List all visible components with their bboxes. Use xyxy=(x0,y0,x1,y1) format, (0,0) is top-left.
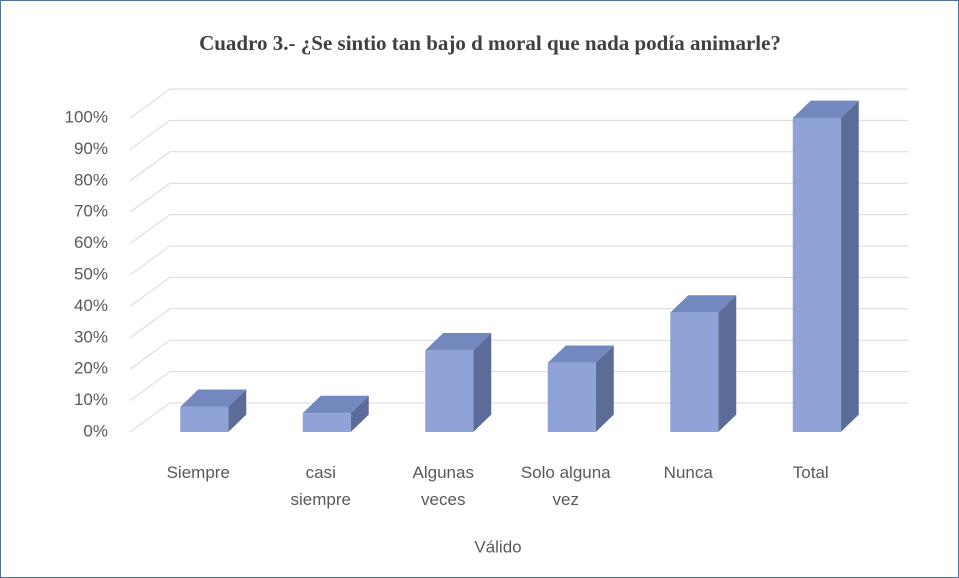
x-tick-label: Solo alguna vez xyxy=(520,463,611,509)
bar-front xyxy=(180,406,229,432)
bar-front xyxy=(792,118,841,432)
y-tick-label: 30% xyxy=(74,327,108,346)
y-tick-label: 70% xyxy=(74,202,108,221)
bar xyxy=(302,395,369,432)
bar-side xyxy=(473,332,492,432)
x-tick-label: Nunca xyxy=(663,463,713,482)
y-tick-label: 0% xyxy=(83,421,108,440)
bar-top xyxy=(547,345,614,363)
x-tick-label: Algunas veces xyxy=(412,463,474,509)
x-axis-title: Válido xyxy=(474,537,521,556)
bar-front xyxy=(302,413,351,432)
bar xyxy=(425,332,492,432)
bar-front xyxy=(425,350,474,432)
grid-line xyxy=(129,245,908,276)
bar-side xyxy=(228,389,247,432)
bar-front xyxy=(547,362,596,432)
y-tick-label: 80% xyxy=(74,170,108,189)
chart-title: Cuadro 3.- ¿Se sintio tan bajo d moral q… xyxy=(199,31,781,55)
y-tick-label: 20% xyxy=(74,359,108,378)
y-tick-label: 90% xyxy=(74,139,108,158)
grid-line xyxy=(129,339,908,370)
grid-line xyxy=(129,151,908,182)
bar-side xyxy=(840,100,859,432)
y-tick-label: 50% xyxy=(74,264,108,283)
bar-side xyxy=(595,345,614,432)
grid-line xyxy=(129,276,908,307)
bar-top xyxy=(302,395,369,414)
bar-front xyxy=(670,312,719,432)
grid-line xyxy=(129,182,908,213)
bar xyxy=(792,100,859,432)
bar xyxy=(670,295,737,432)
y-tick-label: 40% xyxy=(74,296,108,315)
x-tick-label: Siempre xyxy=(166,463,230,482)
grid-line xyxy=(129,308,908,339)
x-tick-label: casi siempre xyxy=(290,463,351,509)
grid-line xyxy=(129,371,908,402)
y-tick-label: 60% xyxy=(74,233,108,252)
x-tick-label: Total xyxy=(792,463,829,482)
grid-line xyxy=(129,214,908,245)
bar-top xyxy=(670,295,737,313)
bar-top xyxy=(180,389,247,407)
y-tick-label: 100% xyxy=(65,107,108,126)
y-tick-label: 10% xyxy=(74,390,108,409)
bar-side xyxy=(718,295,737,432)
bar-top xyxy=(792,100,859,118)
bar xyxy=(180,389,247,432)
grid-line xyxy=(129,119,908,150)
bar-top xyxy=(425,332,492,351)
bar-side xyxy=(350,395,369,432)
grid-line xyxy=(129,88,908,119)
grid-line xyxy=(129,402,908,433)
bar xyxy=(547,345,614,432)
